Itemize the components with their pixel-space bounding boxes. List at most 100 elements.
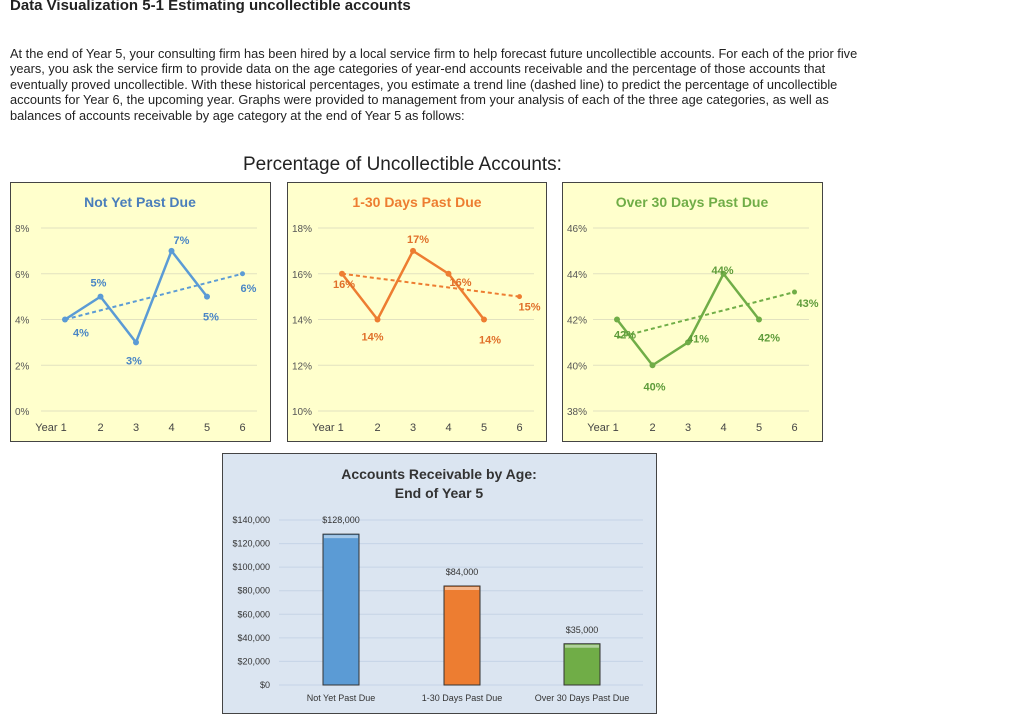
chart-1-30-days-past-due: 1-30 Days Past Due 10% 12% 14% 16% 18% Year 1 2… bbox=[287, 182, 547, 442]
data-label: 40% bbox=[643, 381, 665, 393]
data-label: 42% bbox=[614, 330, 636, 342]
data-point bbox=[204, 293, 210, 300]
data-label: 6% bbox=[241, 283, 257, 295]
y-tick-label: $140,000 bbox=[232, 515, 270, 525]
y-tick-label: 38% bbox=[567, 407, 587, 418]
chart-title: 1-30 Days Past Due bbox=[352, 194, 481, 210]
data-point bbox=[649, 362, 656, 369]
x-tick-label: 3 bbox=[133, 422, 139, 434]
data-point bbox=[445, 270, 452, 277]
y-tick-label: 46% bbox=[567, 224, 587, 235]
data-point bbox=[168, 247, 175, 254]
data-point bbox=[339, 270, 345, 277]
y-tick-label: $40,000 bbox=[237, 633, 270, 643]
bar bbox=[322, 533, 360, 686]
data-point bbox=[756, 316, 762, 323]
bar-value-label: $84,000 bbox=[446, 567, 479, 577]
trend-line bbox=[616, 291, 795, 339]
y-tick-label: $60,000 bbox=[237, 609, 270, 619]
x-tick-label: Year 1 bbox=[587, 422, 618, 434]
trend-point bbox=[517, 294, 522, 300]
x-tick-label: Year 1 bbox=[312, 422, 343, 434]
page-title: Data Visualization 5-1 Estimating uncoll… bbox=[10, 0, 411, 14]
y-tick-label: 18% bbox=[292, 224, 312, 235]
x-tick-label: 6 bbox=[516, 422, 522, 434]
y-tick-label: 16% bbox=[292, 270, 312, 281]
x-category-label: Not Yet Past Due bbox=[307, 693, 376, 703]
y-tick-label: $100,000 bbox=[232, 562, 270, 572]
x-tick-label: 5 bbox=[481, 422, 487, 434]
data-point bbox=[481, 316, 487, 323]
x-tick-label: 6 bbox=[791, 422, 797, 434]
chart-over-30-days-past-due-svg: Over 30 Days Past Due 38% 40% 42% 44% 46% Year… bbox=[567, 194, 819, 434]
y-tick-label: 44% bbox=[567, 270, 587, 281]
bar bbox=[563, 643, 601, 686]
chart-not-yet-past-due: Not Yet Past Due 0% 2% 4% 6% 8% Year 1 2 3 4 5 6 4% 5… bbox=[10, 182, 271, 442]
data-point bbox=[685, 339, 691, 346]
y-tick-label: $120,000 bbox=[232, 539, 270, 549]
chart-over-30-days-past-due: Over 30 Days Past Due 38% 40% 42% 44% 46% Year… bbox=[562, 182, 823, 442]
bar-highlight bbox=[565, 644, 599, 648]
y-tick-label: 10% bbox=[292, 407, 312, 418]
data-label: 43% bbox=[796, 298, 818, 310]
x-tick-label: 5 bbox=[756, 422, 762, 434]
y-tick-label: $80,000 bbox=[237, 586, 270, 596]
x-tick-label: 3 bbox=[685, 422, 691, 434]
data-point bbox=[374, 316, 381, 323]
y-tick-label: 12% bbox=[292, 361, 312, 372]
data-label: 16% bbox=[333, 279, 355, 291]
x-tick-label: 2 bbox=[374, 422, 380, 434]
data-point bbox=[97, 293, 104, 300]
y-tick-label: 40% bbox=[567, 361, 587, 372]
data-label: 14% bbox=[361, 332, 383, 344]
x-tick-label: 2 bbox=[97, 422, 103, 434]
data-point bbox=[62, 316, 68, 323]
data-label: 4% bbox=[73, 328, 89, 340]
y-tick-label: 8% bbox=[15, 224, 30, 235]
trend-point bbox=[792, 289, 797, 295]
y-tick-label: 2% bbox=[15, 361, 30, 372]
data-label: 5% bbox=[203, 312, 219, 324]
data-label: 17% bbox=[407, 234, 429, 246]
y-tick-label: 0% bbox=[15, 407, 30, 418]
data-point bbox=[614, 316, 620, 323]
data-point bbox=[720, 270, 727, 277]
y-tick-label: 6% bbox=[15, 270, 30, 281]
chart-accounts-receivable: Accounts Receivable by Age: End of Year 5… bbox=[222, 453, 657, 714]
y-tick-label: 42% bbox=[567, 316, 587, 327]
x-tick-label: 4 bbox=[168, 422, 174, 434]
x-tick-label: 3 bbox=[410, 422, 416, 434]
data-label: 15% bbox=[518, 302, 540, 314]
bar bbox=[443, 585, 481, 686]
main-chart-title: Percentage of Uncollectible Accounts: bbox=[243, 154, 562, 175]
x-category-label: Over 30 Days Past Due bbox=[535, 693, 630, 703]
data-label: 16% bbox=[449, 277, 471, 289]
chart-title: Accounts Receivable by Age: bbox=[341, 466, 537, 482]
data-point bbox=[133, 339, 139, 346]
y-tick-label: $20,000 bbox=[237, 656, 270, 666]
trend-line bbox=[341, 272, 520, 298]
bar-value-label: $35,000 bbox=[566, 625, 599, 635]
x-tick-label: Year 1 bbox=[35, 422, 66, 434]
y-tick-label: $0 bbox=[260, 680, 270, 690]
x-tick-label: 5 bbox=[204, 422, 210, 434]
data-point bbox=[410, 247, 416, 254]
y-tick-label: 4% bbox=[15, 316, 30, 327]
chart-not-yet-past-due-svg: Not Yet Past Due 0% 2% 4% 6% 8% Year 1 2 3 4 5 6 4% 5… bbox=[15, 194, 257, 434]
trend-point bbox=[240, 271, 245, 277]
data-label: 41% bbox=[687, 333, 709, 345]
data-label: 3% bbox=[126, 355, 142, 367]
data-label: 5% bbox=[91, 278, 107, 290]
bar-value-label: $128,000 bbox=[322, 515, 360, 525]
bar-highlight bbox=[324, 535, 358, 539]
intro-paragraph: At the end of Year 5, your consulting fi… bbox=[10, 46, 858, 123]
bar-highlight bbox=[445, 587, 479, 590]
data-label: 14% bbox=[479, 335, 501, 347]
y-tick-label: 14% bbox=[292, 316, 312, 327]
data-label: 7% bbox=[174, 235, 190, 247]
x-tick-label: 4 bbox=[720, 422, 726, 434]
chart-accounts-receivable-svg: Accounts Receivable by Age: End of Year 5… bbox=[232, 466, 643, 703]
chart-title: Not Yet Past Due bbox=[84, 194, 196, 210]
data-label: 44% bbox=[711, 265, 733, 277]
x-category-label: 1-30 Days Past Due bbox=[422, 693, 503, 703]
